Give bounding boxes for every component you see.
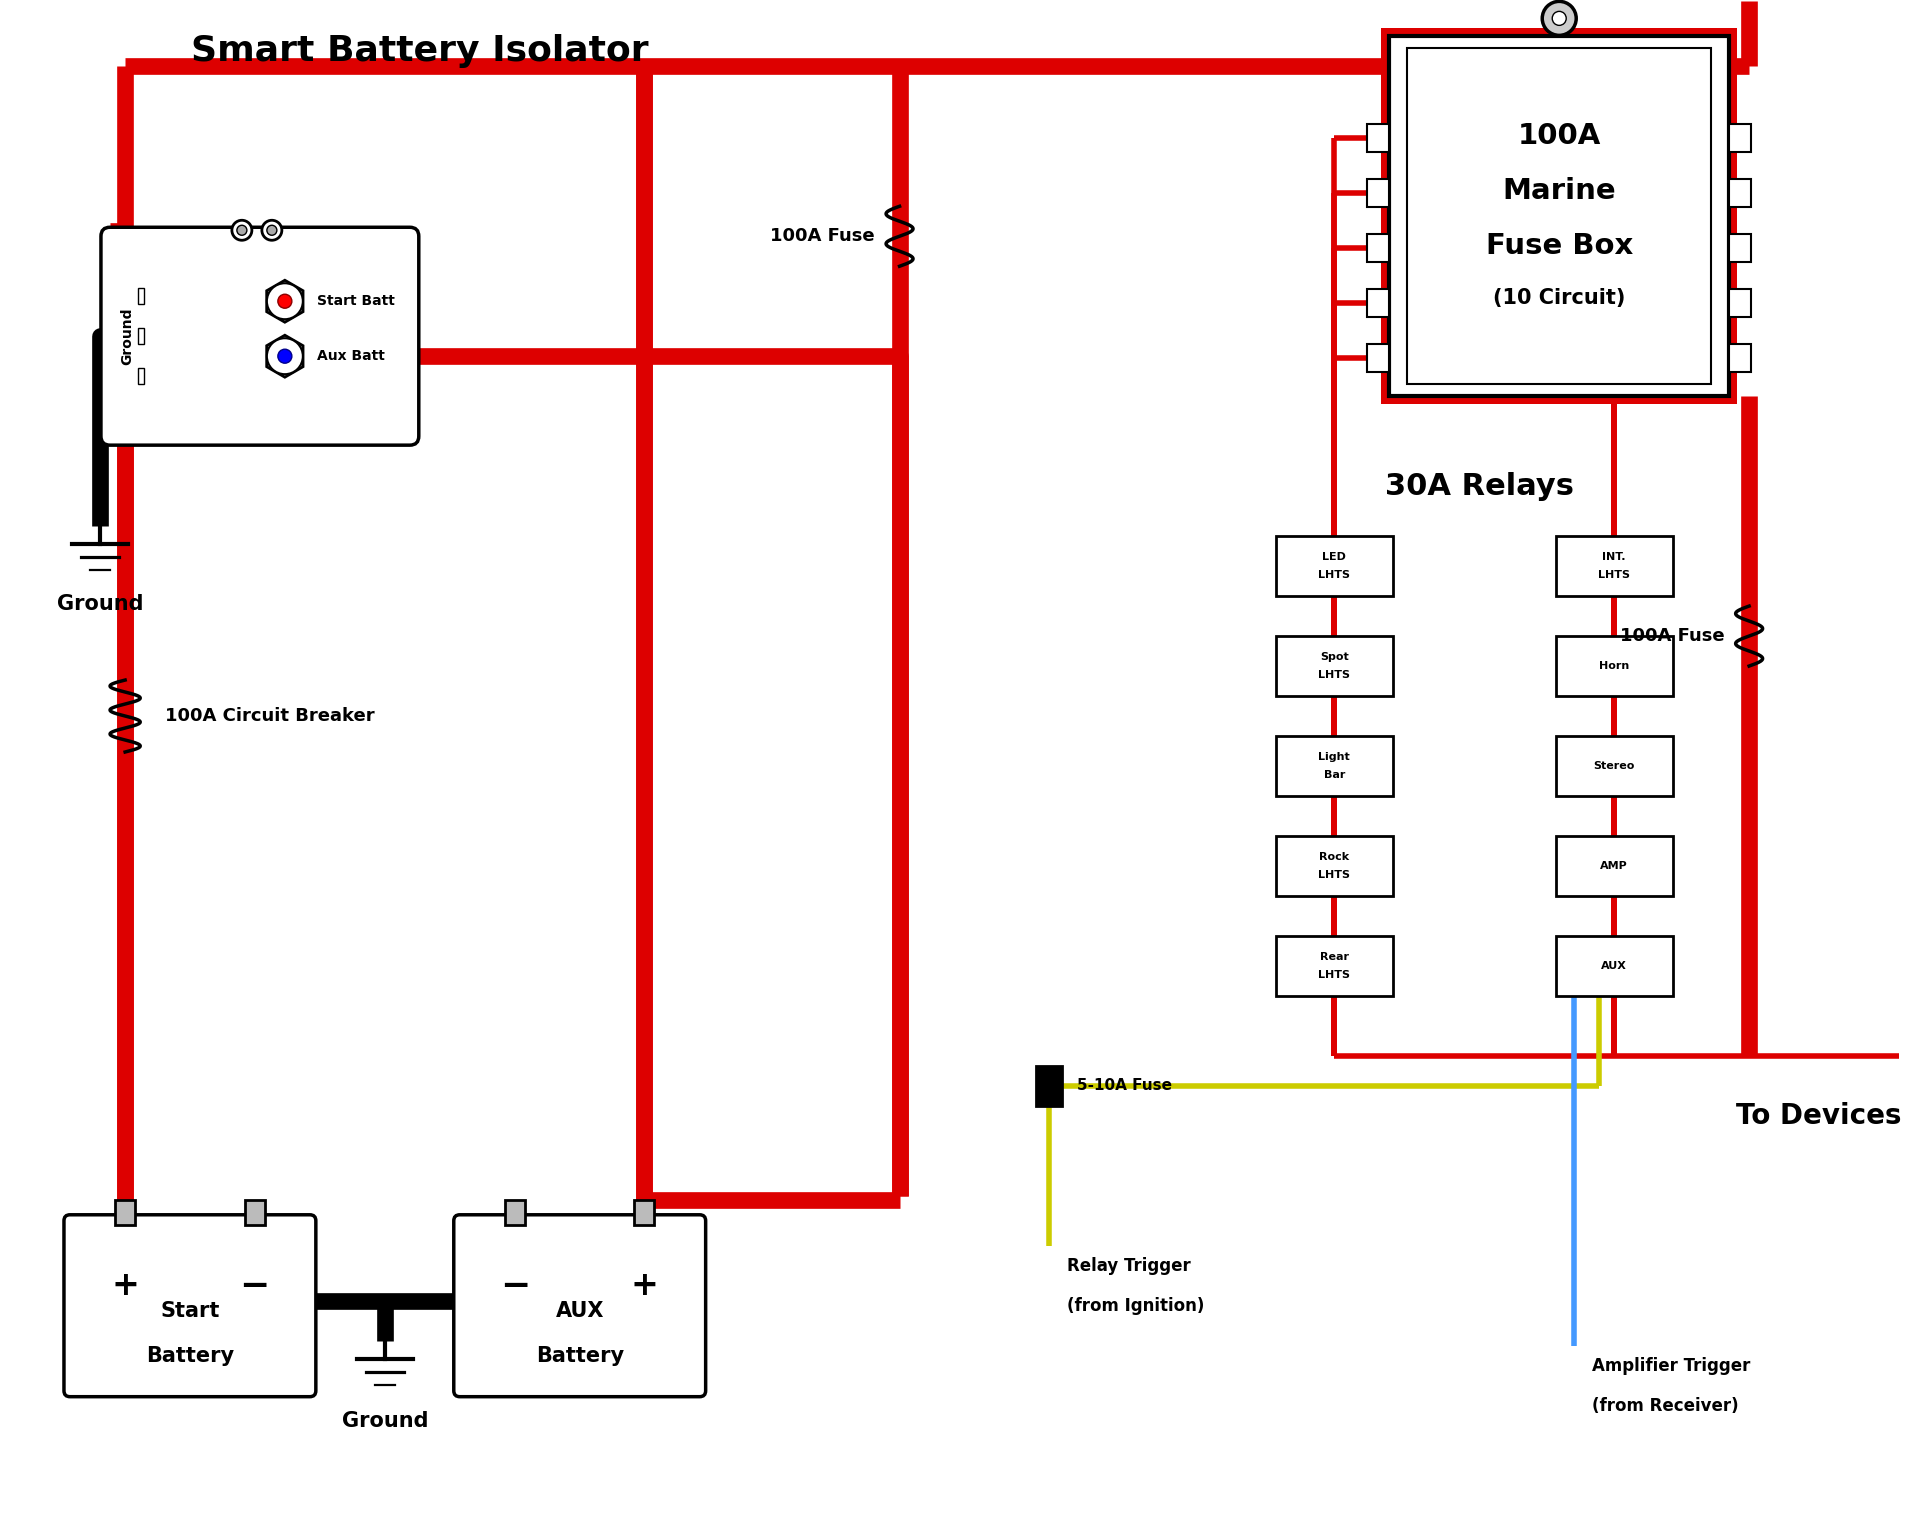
FancyBboxPatch shape bbox=[1730, 235, 1751, 263]
Text: (from Ignition): (from Ignition) bbox=[1068, 1296, 1206, 1315]
FancyBboxPatch shape bbox=[1407, 48, 1711, 384]
FancyBboxPatch shape bbox=[244, 1200, 265, 1224]
FancyBboxPatch shape bbox=[1390, 37, 1730, 396]
Text: AMP: AMP bbox=[1601, 862, 1628, 871]
FancyBboxPatch shape bbox=[634, 1200, 655, 1224]
Circle shape bbox=[267, 283, 303, 319]
FancyBboxPatch shape bbox=[1730, 344, 1751, 372]
Text: Battery: Battery bbox=[536, 1346, 624, 1366]
Circle shape bbox=[236, 226, 248, 235]
Text: 30A Relays: 30A Relays bbox=[1384, 472, 1574, 501]
Text: Stereo: Stereo bbox=[1594, 760, 1636, 771]
FancyBboxPatch shape bbox=[1555, 636, 1672, 696]
Text: LHTS: LHTS bbox=[1597, 570, 1630, 581]
FancyBboxPatch shape bbox=[1367, 289, 1390, 318]
FancyBboxPatch shape bbox=[138, 289, 144, 304]
FancyBboxPatch shape bbox=[1037, 1066, 1062, 1106]
Text: 100A Fuse: 100A Fuse bbox=[770, 227, 876, 246]
Text: AUX: AUX bbox=[1601, 962, 1626, 971]
FancyBboxPatch shape bbox=[1277, 736, 1392, 796]
Text: Bar: Bar bbox=[1323, 770, 1346, 780]
Text: (10 Circuit): (10 Circuit) bbox=[1494, 289, 1626, 309]
Text: LHTS: LHTS bbox=[1319, 869, 1350, 880]
FancyBboxPatch shape bbox=[505, 1200, 524, 1224]
Circle shape bbox=[267, 226, 276, 235]
FancyBboxPatch shape bbox=[1277, 536, 1392, 596]
Circle shape bbox=[261, 220, 282, 240]
FancyBboxPatch shape bbox=[1555, 836, 1672, 895]
Text: LHTS: LHTS bbox=[1319, 570, 1350, 581]
FancyBboxPatch shape bbox=[138, 369, 144, 384]
Text: +: + bbox=[111, 1269, 138, 1303]
Circle shape bbox=[278, 295, 292, 309]
Text: 100A: 100A bbox=[1517, 123, 1601, 151]
Text: Smart Battery Isolator: Smart Battery Isolator bbox=[190, 34, 649, 69]
Circle shape bbox=[1551, 11, 1567, 26]
Text: Spot: Spot bbox=[1319, 653, 1348, 662]
Text: 100A Fuse: 100A Fuse bbox=[1620, 627, 1724, 645]
Text: 5-10A Fuse: 5-10A Fuse bbox=[1077, 1078, 1173, 1094]
FancyBboxPatch shape bbox=[1277, 935, 1392, 995]
Text: LED: LED bbox=[1323, 551, 1346, 562]
Text: Aux Batt: Aux Batt bbox=[317, 349, 384, 362]
FancyBboxPatch shape bbox=[453, 1215, 707, 1396]
Text: Ground: Ground bbox=[58, 594, 144, 614]
Text: AUX: AUX bbox=[555, 1301, 605, 1321]
FancyBboxPatch shape bbox=[1730, 180, 1751, 207]
Circle shape bbox=[232, 220, 252, 240]
Text: −: − bbox=[499, 1269, 530, 1303]
Text: −: − bbox=[240, 1269, 271, 1303]
FancyBboxPatch shape bbox=[1367, 180, 1390, 207]
Circle shape bbox=[1542, 2, 1576, 35]
Text: To Devices: To Devices bbox=[1736, 1101, 1903, 1130]
FancyBboxPatch shape bbox=[1555, 536, 1672, 596]
Circle shape bbox=[278, 349, 292, 362]
Text: Light: Light bbox=[1319, 753, 1350, 762]
FancyBboxPatch shape bbox=[63, 1215, 317, 1396]
FancyBboxPatch shape bbox=[102, 227, 419, 445]
FancyBboxPatch shape bbox=[1730, 289, 1751, 318]
Text: Start Batt: Start Batt bbox=[317, 295, 396, 309]
Text: Horn: Horn bbox=[1599, 660, 1630, 671]
Text: Relay Trigger: Relay Trigger bbox=[1068, 1256, 1190, 1275]
Circle shape bbox=[267, 338, 303, 375]
Text: Rock: Rock bbox=[1319, 852, 1350, 862]
FancyBboxPatch shape bbox=[1367, 124, 1390, 152]
Text: Amplifier Trigger: Amplifier Trigger bbox=[1592, 1356, 1751, 1375]
Text: LHTS: LHTS bbox=[1319, 670, 1350, 680]
FancyBboxPatch shape bbox=[1277, 836, 1392, 895]
Text: Battery: Battery bbox=[146, 1346, 234, 1366]
Text: INT.: INT. bbox=[1603, 551, 1626, 562]
FancyBboxPatch shape bbox=[1730, 124, 1751, 152]
Text: 100A Circuit Breaker: 100A Circuit Breaker bbox=[165, 707, 374, 725]
FancyBboxPatch shape bbox=[1555, 935, 1672, 995]
Text: (from Receiver): (from Receiver) bbox=[1592, 1396, 1740, 1415]
FancyBboxPatch shape bbox=[1380, 28, 1738, 404]
FancyBboxPatch shape bbox=[115, 1200, 134, 1224]
FancyBboxPatch shape bbox=[1367, 344, 1390, 372]
Text: Fuse Box: Fuse Box bbox=[1486, 232, 1632, 260]
FancyBboxPatch shape bbox=[1367, 235, 1390, 263]
Text: Marine: Marine bbox=[1503, 177, 1617, 206]
Text: Ground: Ground bbox=[119, 307, 134, 366]
Text: +: + bbox=[630, 1269, 659, 1303]
FancyBboxPatch shape bbox=[1555, 736, 1672, 796]
Text: Ground: Ground bbox=[342, 1410, 428, 1430]
Text: Start: Start bbox=[159, 1301, 219, 1321]
FancyBboxPatch shape bbox=[1277, 636, 1392, 696]
FancyBboxPatch shape bbox=[138, 329, 144, 344]
Text: LHTS: LHTS bbox=[1319, 969, 1350, 980]
Text: Rear: Rear bbox=[1319, 952, 1350, 962]
